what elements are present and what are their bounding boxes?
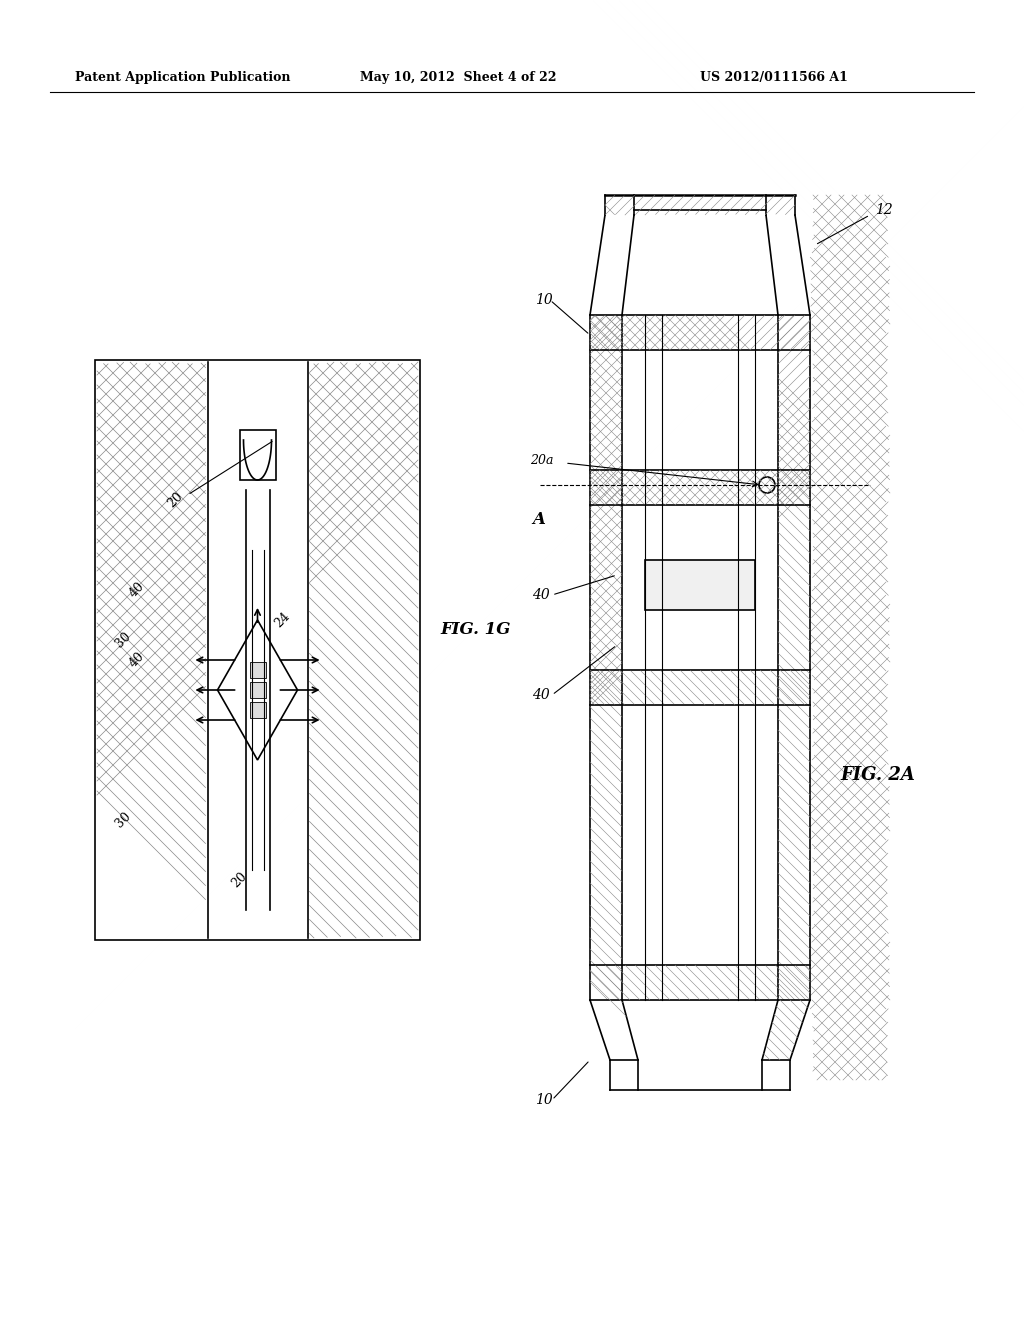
- Polygon shape: [240, 430, 275, 480]
- Text: 30: 30: [113, 809, 133, 830]
- Text: FIG. 1G: FIG. 1G: [440, 622, 511, 639]
- Polygon shape: [645, 560, 755, 610]
- Text: 40: 40: [127, 579, 147, 601]
- Text: 24: 24: [272, 610, 293, 630]
- Text: 30: 30: [113, 630, 133, 651]
- Text: FIG. 2A: FIG. 2A: [840, 766, 914, 784]
- Polygon shape: [250, 663, 265, 678]
- Text: 20a: 20a: [530, 454, 554, 466]
- Text: 12: 12: [874, 203, 893, 216]
- Text: 40: 40: [532, 688, 550, 702]
- Text: 10: 10: [535, 1093, 553, 1107]
- Text: 20: 20: [165, 490, 185, 511]
- Polygon shape: [250, 682, 265, 698]
- Text: 10: 10: [535, 293, 553, 308]
- Text: 20: 20: [229, 870, 250, 890]
- Text: 40: 40: [127, 649, 147, 671]
- Text: US 2012/0111566 A1: US 2012/0111566 A1: [700, 71, 848, 84]
- Text: May 10, 2012  Sheet 4 of 22: May 10, 2012 Sheet 4 of 22: [360, 71, 556, 84]
- Text: 40: 40: [532, 587, 550, 602]
- Text: Patent Application Publication: Patent Application Publication: [75, 71, 291, 84]
- Text: A: A: [532, 511, 545, 528]
- Polygon shape: [250, 702, 265, 718]
